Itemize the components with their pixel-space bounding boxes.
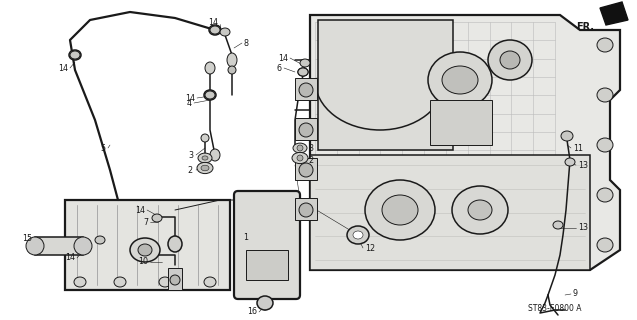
Ellipse shape — [488, 40, 532, 80]
Ellipse shape — [299, 163, 313, 177]
Text: 2: 2 — [308, 156, 313, 164]
Text: ST83-E0800 A: ST83-E0800 A — [528, 304, 582, 313]
Ellipse shape — [597, 38, 613, 52]
FancyBboxPatch shape — [234, 191, 300, 299]
Text: 5: 5 — [100, 143, 105, 153]
Ellipse shape — [95, 236, 105, 244]
Ellipse shape — [292, 152, 308, 164]
Ellipse shape — [298, 68, 308, 76]
Text: 13: 13 — [578, 222, 588, 231]
Bar — [430, 100, 492, 145]
Ellipse shape — [205, 62, 215, 74]
Bar — [295, 78, 317, 100]
Ellipse shape — [69, 50, 81, 60]
Bar — [295, 198, 317, 220]
Bar — [318, 20, 453, 150]
Text: 9: 9 — [573, 289, 578, 298]
Ellipse shape — [565, 158, 575, 166]
Text: 4: 4 — [187, 99, 192, 108]
Ellipse shape — [298, 68, 308, 76]
Text: FR.: FR. — [576, 22, 594, 32]
Bar — [310, 155, 590, 270]
Ellipse shape — [299, 83, 313, 97]
Ellipse shape — [74, 237, 92, 255]
Ellipse shape — [553, 221, 563, 229]
Ellipse shape — [299, 203, 313, 217]
Ellipse shape — [228, 66, 236, 74]
Ellipse shape — [500, 51, 520, 69]
Polygon shape — [600, 2, 628, 25]
Ellipse shape — [197, 163, 213, 173]
Ellipse shape — [198, 153, 212, 163]
Text: 8: 8 — [244, 38, 249, 47]
Text: 14: 14 — [208, 18, 218, 27]
Ellipse shape — [297, 145, 303, 151]
Ellipse shape — [365, 180, 435, 240]
Text: 14: 14 — [65, 252, 75, 261]
Text: 10: 10 — [138, 258, 148, 267]
Text: 14: 14 — [135, 205, 145, 214]
Ellipse shape — [220, 28, 230, 36]
Ellipse shape — [293, 143, 307, 153]
Ellipse shape — [114, 277, 126, 287]
Polygon shape — [310, 15, 620, 270]
Ellipse shape — [300, 59, 310, 67]
Ellipse shape — [597, 88, 613, 102]
Ellipse shape — [597, 188, 613, 202]
Text: 14: 14 — [58, 63, 68, 73]
Ellipse shape — [209, 25, 221, 35]
Ellipse shape — [597, 238, 613, 252]
Text: 6: 6 — [277, 63, 282, 73]
Ellipse shape — [227, 53, 237, 67]
Ellipse shape — [138, 244, 152, 256]
Ellipse shape — [159, 277, 171, 287]
Ellipse shape — [353, 231, 363, 239]
Text: 12: 12 — [365, 244, 375, 252]
Ellipse shape — [26, 237, 44, 255]
Bar — [295, 118, 317, 140]
Ellipse shape — [205, 91, 215, 99]
Text: 1: 1 — [243, 233, 248, 242]
Ellipse shape — [347, 226, 369, 244]
Ellipse shape — [202, 156, 208, 160]
Text: 14: 14 — [278, 53, 288, 62]
Ellipse shape — [168, 236, 182, 252]
Text: 13: 13 — [578, 161, 588, 170]
Text: 15: 15 — [22, 234, 32, 243]
Ellipse shape — [382, 195, 418, 225]
Ellipse shape — [299, 123, 313, 137]
Ellipse shape — [257, 296, 273, 310]
Text: 11: 11 — [573, 143, 583, 153]
Ellipse shape — [70, 51, 80, 59]
Ellipse shape — [130, 238, 160, 262]
Ellipse shape — [201, 134, 209, 142]
Bar — [35, 237, 83, 255]
Ellipse shape — [452, 186, 508, 234]
Text: 2: 2 — [188, 165, 193, 174]
Ellipse shape — [597, 138, 613, 152]
Bar — [168, 268, 182, 290]
Text: 3: 3 — [188, 150, 193, 159]
Ellipse shape — [204, 90, 216, 100]
Ellipse shape — [428, 52, 492, 108]
Text: 16: 16 — [247, 308, 257, 316]
Bar — [246, 250, 288, 280]
Ellipse shape — [204, 277, 216, 287]
Ellipse shape — [152, 214, 162, 222]
Ellipse shape — [210, 26, 220, 34]
Ellipse shape — [210, 149, 220, 161]
Bar — [65, 200, 230, 290]
Text: 3: 3 — [308, 143, 313, 153]
Text: 14: 14 — [185, 93, 195, 102]
Bar — [295, 158, 317, 180]
Ellipse shape — [201, 165, 209, 171]
Ellipse shape — [561, 131, 573, 141]
Ellipse shape — [74, 277, 86, 287]
Ellipse shape — [297, 155, 303, 161]
Ellipse shape — [442, 66, 478, 94]
Ellipse shape — [468, 200, 492, 220]
Ellipse shape — [170, 275, 180, 285]
Text: 7: 7 — [143, 218, 148, 227]
